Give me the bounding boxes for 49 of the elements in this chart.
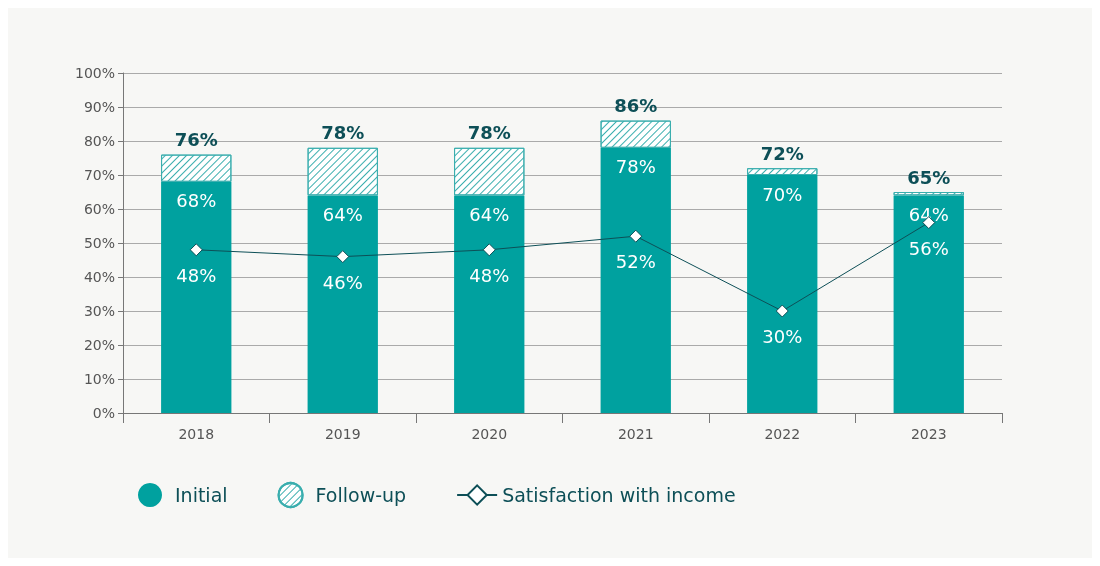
data-label: 30%	[762, 326, 803, 347]
bar	[600, 147, 671, 413]
total-label: 72%	[760, 142, 804, 164]
point	[189, 243, 203, 257]
x-tick-label: 2023	[910, 426, 947, 442]
data-label: 64%	[908, 203, 949, 225]
data-label: 48%	[469, 264, 510, 286]
legend-label: Satisfaction with income	[502, 484, 736, 506]
legend-label: Follow-up	[315, 484, 407, 506]
total-label: 78%	[467, 122, 511, 144]
data-label: 52%	[615, 251, 656, 273]
point	[775, 304, 789, 318]
data-label: 68%	[176, 190, 217, 212]
x-tick-label: 2022	[764, 426, 801, 442]
y-tick-label: 10%	[83, 371, 115, 387]
bar	[161, 181, 232, 413]
data-label: 64%	[322, 203, 363, 225]
data-label: 70%	[762, 183, 803, 205]
total-label: 86%	[614, 95, 658, 117]
point	[629, 229, 643, 243]
y-tick-label: 40%	[83, 269, 115, 285]
data-label: 48%	[176, 264, 217, 286]
y-tick-label: 30%	[83, 303, 115, 319]
point	[482, 243, 496, 257]
y-tick-label: 70%	[83, 167, 115, 183]
y-tick-label: 20%	[83, 337, 115, 353]
total-label: 78%	[321, 122, 365, 144]
data-label: 46%	[322, 271, 363, 293]
data-label: 64%	[469, 203, 510, 225]
x-tick-label: 2018	[178, 426, 215, 442]
y-tick-label: 90%	[83, 99, 115, 115]
point	[336, 250, 350, 264]
bar	[454, 195, 525, 413]
bar	[307, 195, 378, 413]
legend-label: Initial	[175, 484, 228, 506]
x-tick-label: 2020	[471, 426, 508, 442]
y-tick-label: 50%	[83, 235, 115, 251]
y-tick-label: 80%	[83, 133, 115, 149]
bar	[747, 175, 818, 413]
bar	[893, 195, 964, 413]
x-tick-label: 2019	[324, 426, 361, 442]
total-label: 76%	[174, 129, 218, 151]
data-label: 78%	[615, 156, 656, 178]
y-tick-label: 0%	[92, 405, 115, 421]
y-tick-label: 60%	[83, 201, 115, 217]
total-label: 65%	[907, 166, 951, 188]
data-label: 56%	[908, 237, 949, 259]
y-tick-label: 100%	[74, 65, 115, 81]
x-tick-label: 2021	[617, 426, 654, 442]
